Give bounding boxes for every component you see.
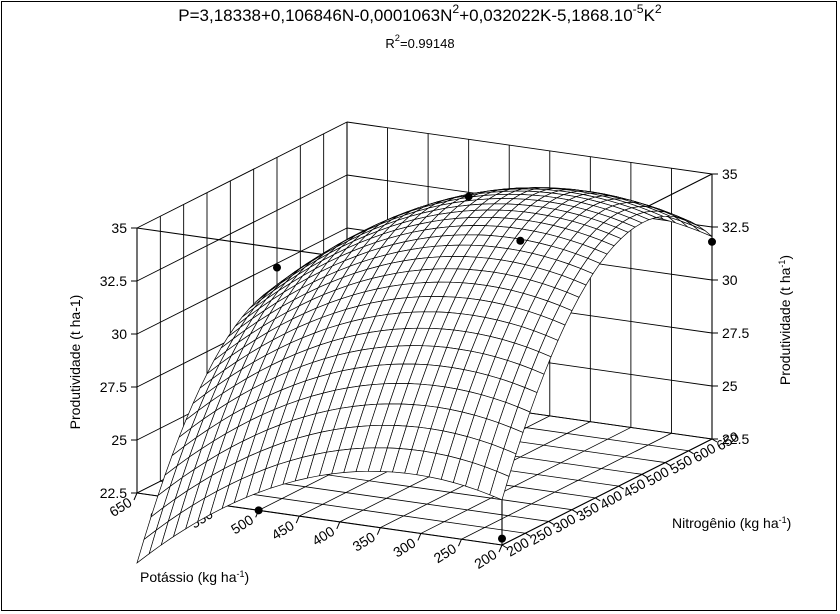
n-axis-tick — [641, 473, 648, 478]
k-axis-tick — [457, 539, 462, 547]
z-left-tick-label: 27.5 — [100, 379, 127, 395]
z-left-tick-label: 30 — [111, 326, 127, 342]
k-axis-tick — [376, 527, 381, 535]
z-right-tick-label: 27.5 — [722, 325, 749, 341]
floor-gridline — [461, 432, 672, 540]
z-right-tick-label: 30 — [722, 272, 738, 288]
floor-gridline — [420, 427, 632, 534]
observed-point — [273, 263, 281, 272]
k-axis-tick-label: 250 — [431, 540, 459, 566]
z-right-tick-label: 22.5 — [722, 431, 749, 447]
z-left-tick-label: 32.5 — [100, 273, 127, 289]
n-axis-tick — [665, 462, 671, 466]
k-axis-tick — [417, 533, 422, 541]
n-axis-tick — [548, 521, 554, 525]
observed-point — [516, 236, 525, 245]
z-axis-right-label: Produtividade (t ha-1) — [777, 255, 793, 385]
bottom-front-edge — [501, 438, 713, 546]
observed-points — [254, 192, 716, 543]
observed-point — [464, 192, 473, 201]
k-axis-tick-label: 500 — [228, 511, 256, 537]
k-axis-tick — [336, 521, 341, 530]
k-axis-tick — [295, 515, 300, 524]
n-axis-tick — [525, 532, 531, 537]
k-axis-tick-label: 400 — [309, 523, 337, 549]
z-right-tick-label: 25 — [722, 378, 738, 394]
k-axis-tick — [133, 492, 138, 501]
z-right-tick-label: 32.5 — [722, 219, 749, 235]
n-axis-tick — [571, 509, 578, 514]
z-gridline — [346, 121, 713, 175]
n-axis-tick-label: 300 — [550, 510, 578, 536]
surface-cell — [692, 225, 713, 237]
n-axis-tick-label: 350 — [574, 499, 602, 525]
z-axis-left-label: Produtividade (t ha-1) — [67, 295, 83, 430]
z-left-tick-label: 25 — [111, 432, 127, 448]
surface-mesh — [136, 187, 713, 564]
n-axis-tick — [618, 485, 624, 490]
z-gridline — [136, 227, 348, 335]
k-axis-tick-label: 200 — [471, 546, 499, 572]
z-right-tick-label: 35 — [722, 166, 738, 182]
z-left-tick-label: 35 — [111, 220, 127, 236]
n-axis-tick — [688, 450, 694, 455]
x-axis-label: Potássio (kg ha-1) — [140, 569, 249, 585]
y-axis-label: Nitrogênio (kg ha-1) — [672, 515, 791, 531]
n-axis-tick-label: 200 — [504, 534, 532, 560]
n-axis-tick — [595, 497, 601, 502]
observed-point — [498, 534, 506, 543]
z-left-tick-label: 22.5 — [100, 485, 127, 501]
surface-cell — [489, 470, 510, 501]
n-axis-tick-label: 600 — [690, 440, 718, 466]
k-axis-tick-label: 350 — [350, 529, 378, 555]
observed-point — [254, 506, 263, 515]
k-axis-tick — [498, 544, 503, 553]
n-axis-tick-label: 250 — [527, 522, 555, 548]
n-axis-tick-label: 500 — [644, 463, 672, 489]
z-gridline — [136, 121, 348, 229]
observed-point — [708, 237, 716, 246]
chart-subtitle: R2=0.99148 — [385, 33, 455, 51]
n-axis-tick — [711, 438, 718, 443]
z-gridline — [136, 174, 348, 282]
n-axis-tick-label: 550 — [667, 452, 695, 478]
n-axis-tick-label: 400 — [597, 487, 625, 513]
n-axis-tick-label: 450 — [620, 475, 648, 501]
k-axis-tick-label: 300 — [390, 534, 418, 560]
chart-title: P=3,18338+0,106846N-0,0001063N2+0,032022… — [178, 1, 662, 25]
k-axis-tick-label: 450 — [269, 517, 297, 543]
n-axis-tick — [501, 544, 508, 549]
